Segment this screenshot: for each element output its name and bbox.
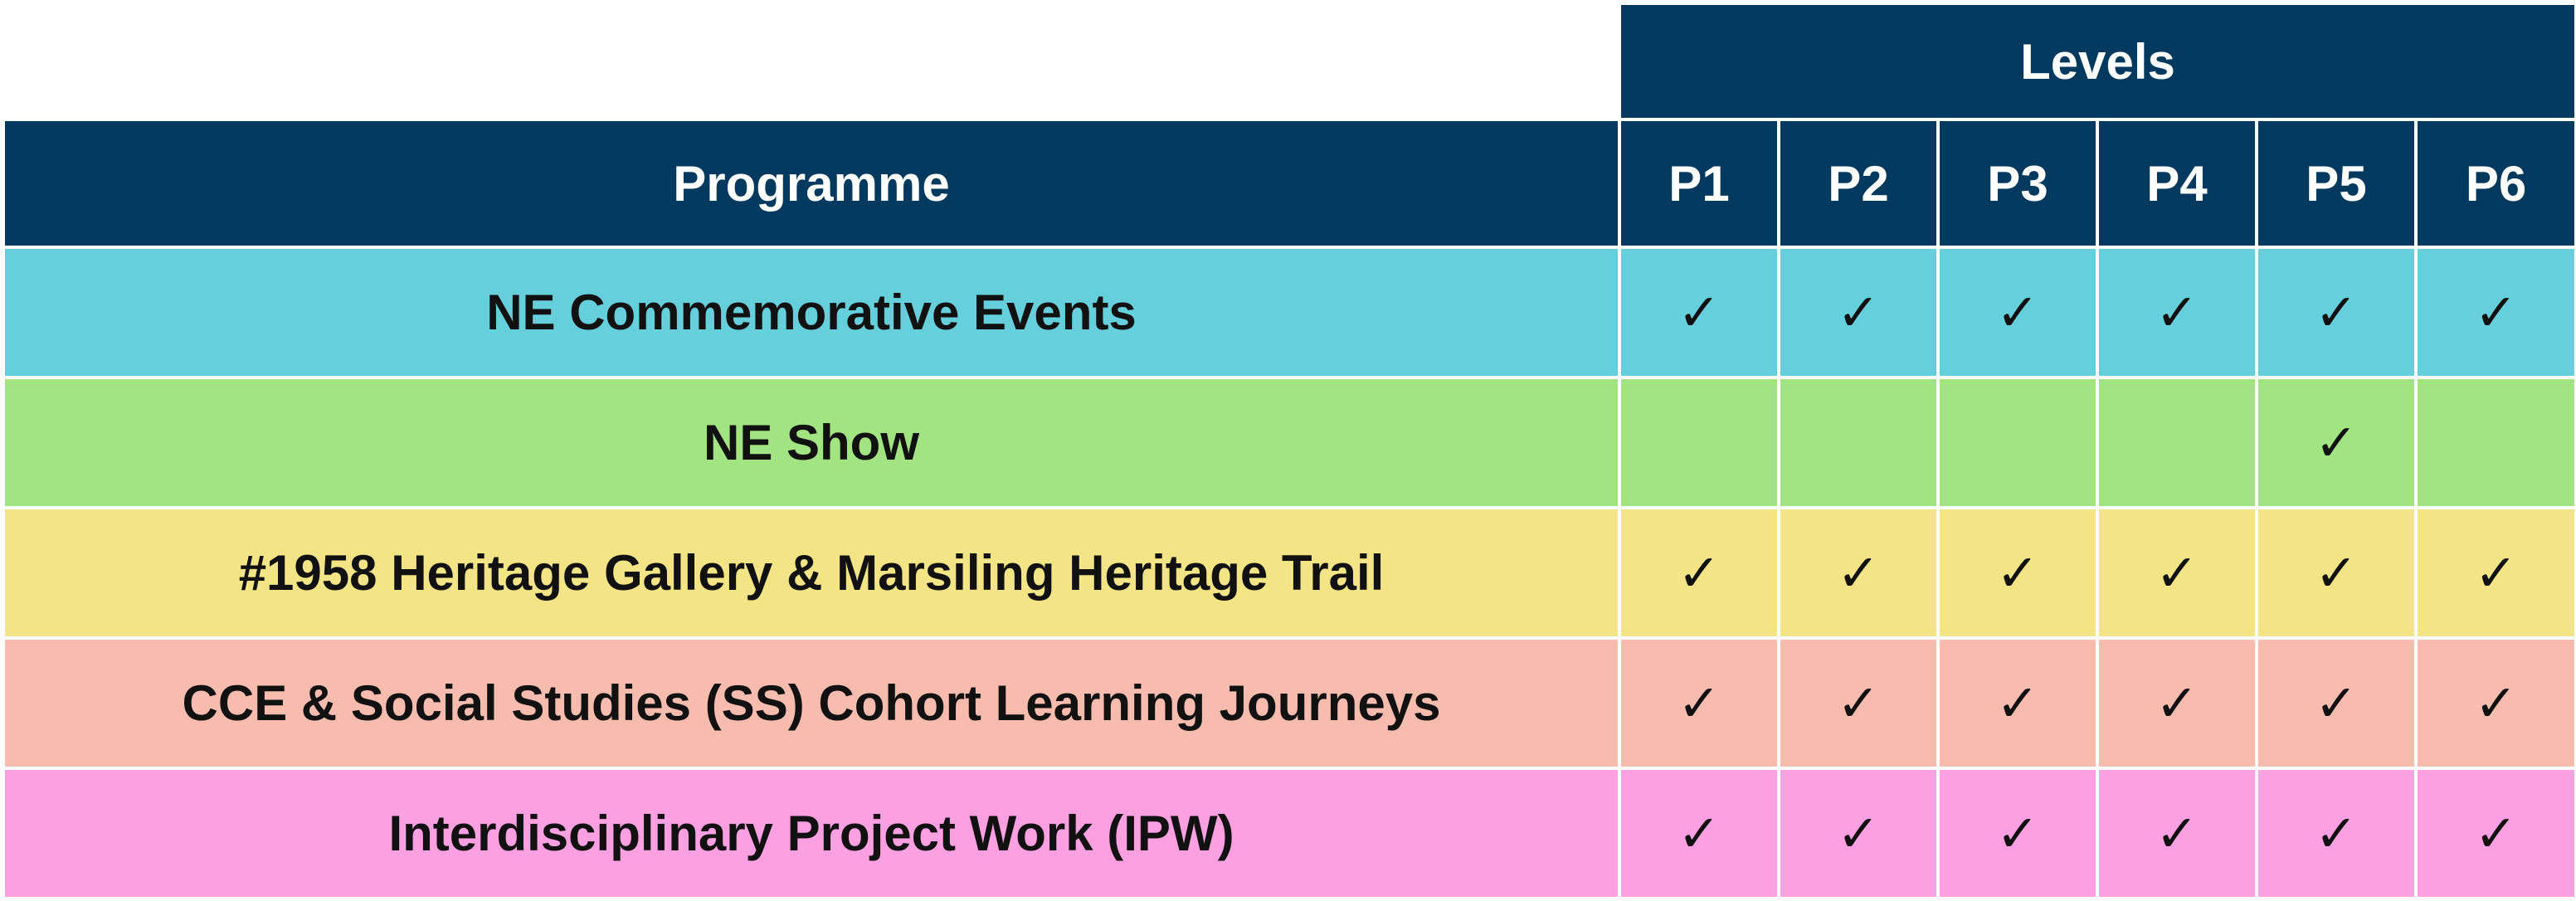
level-mark-cell: ✓ — [1618, 506, 1780, 640]
level-mark-cell: ✓ — [2255, 506, 2418, 640]
level-mark-cell: ✓ — [2096, 767, 2258, 900]
table-row: Interdisciplinary Project Work (IPW) ✓ ✓… — [2, 767, 2576, 900]
level-mark-cell: ✓ — [1618, 246, 1780, 379]
level-mark-cell — [1777, 376, 1940, 509]
level-mark-cell: ✓ — [2255, 636, 2418, 770]
level-mark-cell: ✓ — [1618, 767, 1780, 900]
table-row: #1958 Heritage Gallery & Marsiling Herit… — [2, 506, 2576, 640]
level-header-p2: P2 — [1777, 118, 1940, 249]
programme-header: Programme — [2, 118, 1621, 249]
table-row: NE Show ✓ — [2, 376, 2576, 509]
programme-name-cell: Interdisciplinary Project Work (IPW) — [2, 767, 1621, 900]
programme-name-cell: NE Commemorative Events — [2, 246, 1621, 379]
table-row: CCE & Social Studies (SS) Cohort Learnin… — [2, 636, 2576, 770]
level-mark-cell: ✓ — [1936, 636, 2099, 770]
level-mark-cell: ✓ — [1936, 767, 2099, 900]
table-row: NE Commemorative Events ✓ ✓ ✓ ✓ ✓ ✓ — [2, 246, 2576, 379]
programme-name-cell: #1958 Heritage Gallery & Marsiling Herit… — [2, 506, 1621, 640]
level-header-p1: P1 — [1618, 118, 1780, 249]
empty-corner-cell — [3, 3, 1619, 119]
level-header-p6: P6 — [2413, 118, 2576, 249]
level-mark-cell — [1618, 376, 1780, 509]
programme-name-cell: NE Show — [2, 376, 1621, 509]
level-mark-cell: ✓ — [2413, 506, 2576, 640]
level-mark-cell — [2413, 376, 2576, 509]
level-mark-cell: ✓ — [1777, 767, 1940, 900]
level-mark-cell — [1936, 376, 2099, 509]
level-mark-cell: ✓ — [1777, 636, 1940, 770]
level-mark-cell: ✓ — [2096, 506, 2258, 640]
level-mark-cell: ✓ — [1936, 246, 2099, 379]
levels-header: Levels — [1617, 2, 2576, 121]
level-mark-cell: ✓ — [2413, 636, 2576, 770]
level-mark-cell: ✓ — [2413, 767, 2576, 900]
level-header-p4: P4 — [2096, 118, 2258, 249]
level-mark-cell: ✓ — [1777, 246, 1940, 379]
level-header-p3: P3 — [1936, 118, 2099, 249]
level-mark-cell: ✓ — [1936, 506, 2099, 640]
levels-header-row: Levels — [3, 2, 2576, 121]
level-mark-cell: ✓ — [1777, 506, 1940, 640]
level-mark-cell: ✓ — [2096, 246, 2258, 379]
level-mark-cell: ✓ — [2255, 246, 2418, 379]
level-mark-cell: ✓ — [2255, 767, 2418, 900]
programme-name-cell: CCE & Social Studies (SS) Cohort Learnin… — [2, 636, 1621, 770]
level-mark-cell: ✓ — [2413, 246, 2576, 379]
level-header-p5: P5 — [2255, 118, 2418, 249]
level-mark-cell: ✓ — [2096, 636, 2258, 770]
level-mark-cell: ✓ — [2255, 376, 2418, 509]
level-mark-cell — [2096, 376, 2258, 509]
level-mark-cell: ✓ — [1618, 636, 1780, 770]
column-header-row: Programme P1 P2 P3 P4 P5 P6 — [2, 118, 2576, 249]
